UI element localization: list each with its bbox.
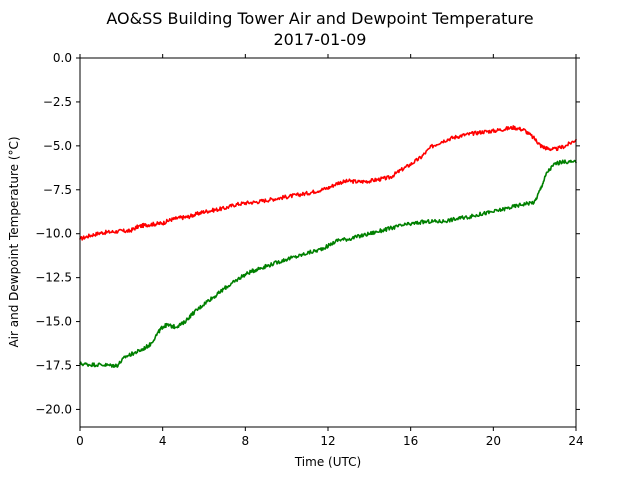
x-tick-label: 0 [76, 434, 84, 448]
x-axis-label: Time (UTC) [294, 455, 361, 469]
y-axis-label: Air and Dewpoint Temperature (°C) [7, 136, 21, 347]
y-tick-label: −17.5 [35, 359, 72, 373]
x-tick-label: 8 [242, 434, 250, 448]
x-tick-label: 12 [320, 434, 335, 448]
chart-title: AO&SS Building Tower Air and Dewpoint Te… [106, 9, 533, 28]
y-tick-label: −2.5 [43, 95, 72, 109]
y-tick-label: −20.0 [35, 402, 72, 416]
y-tick-label: −5.0 [43, 139, 72, 153]
x-tick-label: 16 [403, 434, 418, 448]
y-tick-label: 0.0 [53, 51, 72, 65]
chart-subtitle: 2017-01-09 [274, 30, 367, 49]
y-tick-label: −10.0 [35, 227, 72, 241]
axis-ticks: 0 4 8 12 16 20 24 0.0 −2.5 −5.0 −7.5 −10.0 −12.5 −15.… [35, 51, 583, 448]
air-temperature-line [79, 125, 577, 241]
plot-frame [79, 57, 577, 428]
dewpoint-temperature-line [79, 159, 577, 368]
plot-lines [79, 125, 577, 368]
y-tick-label: −15.0 [35, 315, 72, 329]
x-tick-label: 24 [568, 434, 583, 448]
x-tick-label: 20 [486, 434, 501, 448]
y-tick-label: −7.5 [43, 183, 72, 197]
x-tick-label: 4 [159, 434, 167, 448]
y-tick-label: −12.5 [35, 271, 72, 285]
